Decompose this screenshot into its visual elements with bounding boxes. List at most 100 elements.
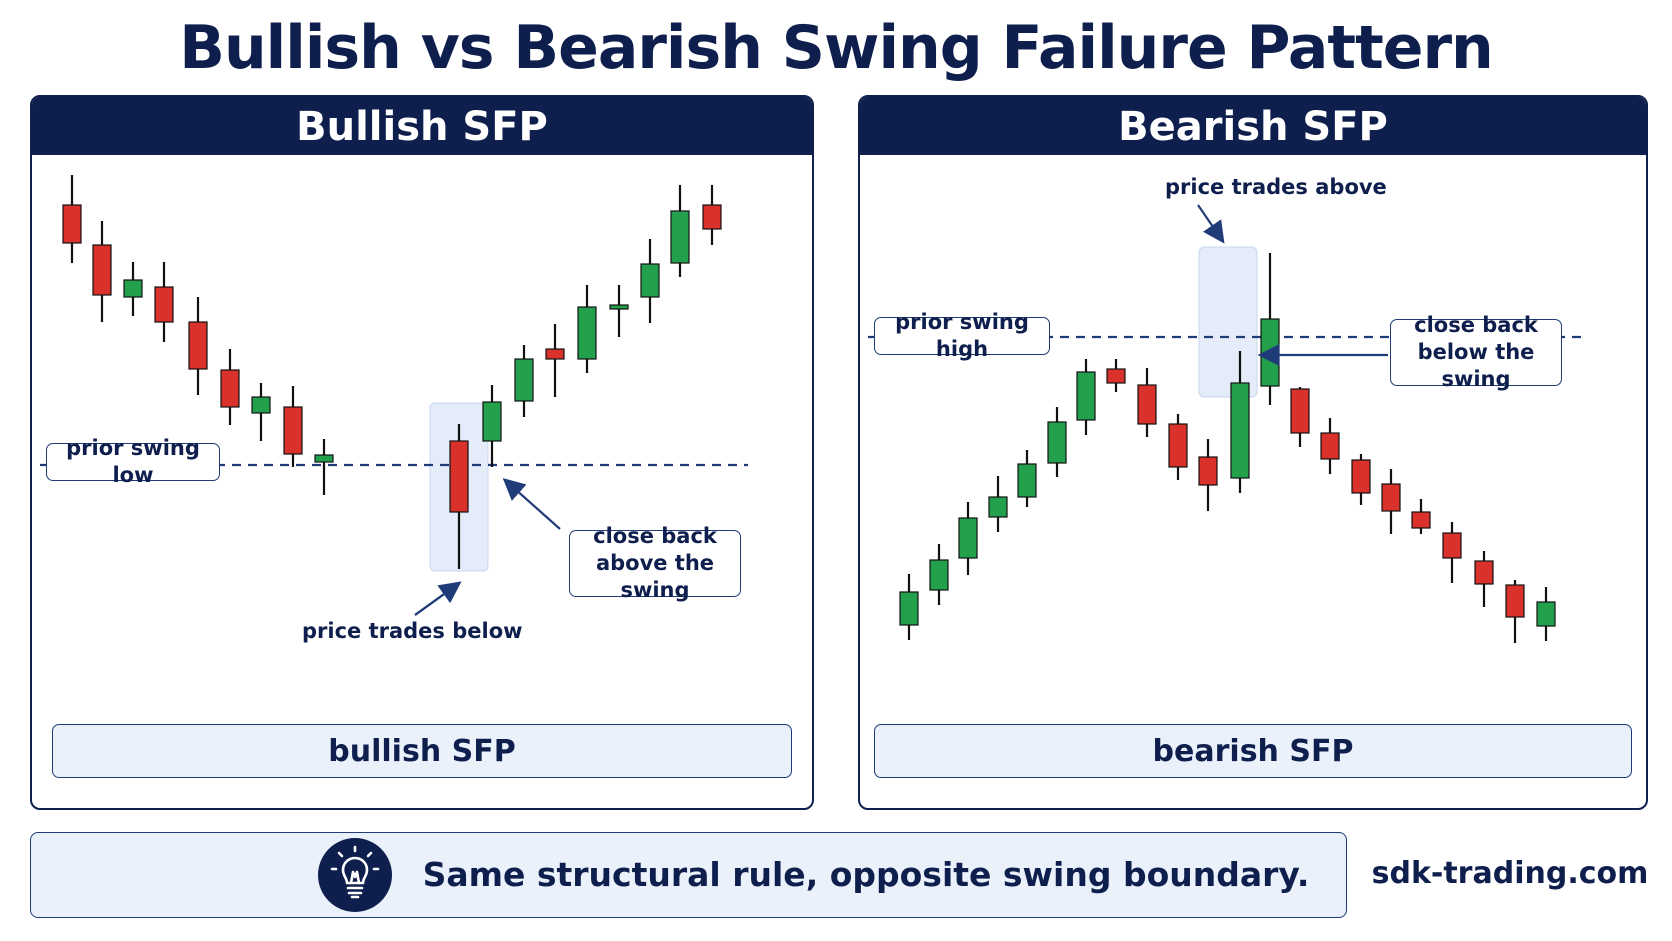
candle [154, 262, 174, 342]
candle-body [220, 369, 240, 408]
candle [220, 349, 240, 425]
candle-body [449, 440, 469, 513]
candle-body [1351, 459, 1371, 494]
candle-body [62, 204, 82, 244]
bearish-footer: bearish SFP [874, 724, 1632, 778]
candle-body [1290, 388, 1310, 434]
candle-body [123, 279, 143, 298]
candle-body [640, 263, 660, 298]
candle [609, 285, 629, 337]
candle [1106, 359, 1126, 392]
candle-body [1137, 384, 1157, 425]
candle-body [577, 306, 597, 360]
lightbulb-icon [318, 838, 392, 912]
candle-body [482, 401, 502, 442]
candle [314, 439, 334, 495]
candle-body [1505, 584, 1525, 618]
candle-body [514, 358, 534, 402]
site-url: sdk-trading.com [1371, 856, 1649, 891]
bullish-chart [40, 175, 748, 616]
candle [988, 476, 1008, 532]
candle-body [988, 496, 1008, 518]
candle-body [1047, 421, 1067, 464]
candle [514, 345, 534, 417]
candle-body [929, 559, 949, 591]
close-back-above-line2: above the swing [595, 551, 715, 602]
wick-arrow [414, 581, 462, 616]
candle [1198, 439, 1218, 511]
main-title: Bullish vs Bearish Swing Failure Pattern [179, 13, 1494, 83]
bearish-panel-header: Bearish SFP [860, 97, 1646, 155]
candle-body [1381, 483, 1401, 512]
candle [1474, 551, 1494, 607]
sfp-highlight-zone [1198, 246, 1258, 398]
bullish-footer: bullish SFP [52, 724, 792, 778]
candle [958, 502, 978, 575]
candle-body [1230, 382, 1250, 479]
summary-bar: Same structural rule, opposite swing bou… [30, 832, 1347, 918]
candle-body [1474, 560, 1494, 585]
candle [123, 262, 143, 316]
candle-body [899, 591, 919, 626]
candle-body [154, 286, 174, 323]
candle [702, 185, 722, 245]
candle [1168, 414, 1188, 480]
candle [1017, 450, 1037, 507]
candle [188, 297, 208, 395]
close-back-below-label: close back below the swing [1390, 313, 1562, 391]
candle [283, 386, 303, 467]
candle-body [188, 321, 208, 370]
close-back-below-line1: close back [1414, 313, 1538, 337]
candle-body [314, 454, 334, 463]
candle-body [1536, 601, 1556, 627]
candle [251, 383, 271, 441]
candle-body [1260, 318, 1280, 387]
candle [670, 185, 690, 277]
candle-body [1017, 463, 1037, 498]
close-back-above-label: close back above the swing [569, 524, 741, 602]
prior-swing-high-label: prior swing high [874, 310, 1050, 361]
summary-text: Same structural rule, opposite swing bou… [422, 855, 1310, 894]
candle [449, 424, 469, 569]
candle [640, 239, 660, 323]
prior-swing-low-label: prior swing low [46, 436, 220, 487]
candle-body [1076, 371, 1096, 421]
candle-body [283, 406, 303, 455]
candle [1290, 387, 1310, 447]
close-back-above-line1: close back [593, 524, 717, 548]
candle [482, 385, 502, 467]
candle [899, 574, 919, 640]
candle-body [1442, 532, 1462, 559]
lightbulb-glyph [330, 845, 380, 899]
candle [1230, 351, 1250, 493]
candle [1381, 469, 1401, 534]
candle-body [251, 396, 271, 414]
candle-body [1411, 511, 1431, 529]
close-back-below-line2: below the swing [1417, 340, 1535, 391]
candle [62, 175, 82, 263]
candle-body [1320, 432, 1340, 460]
candle-body [702, 204, 722, 230]
candle [1442, 522, 1462, 583]
close-back-arrow [502, 478, 561, 530]
candle [1137, 368, 1157, 437]
bearish-panel: Bearish SFP prior swing high close back … [858, 95, 1648, 810]
candle [1047, 407, 1067, 477]
candle-body [670, 210, 690, 264]
bullish-panel: Bullish SFP prior swing low close back a… [30, 95, 814, 810]
candle-body [1198, 456, 1218, 486]
bullish-panel-header: Bullish SFP [32, 97, 812, 155]
candle [1351, 454, 1371, 505]
candle-body [92, 244, 112, 296]
candle-body [1106, 368, 1126, 384]
candle [929, 544, 949, 605]
candle [1260, 253, 1280, 405]
price-trades-below-label: price trades below [302, 619, 523, 643]
candle [1411, 499, 1431, 534]
price-trades-above-label: price trades above [1165, 175, 1387, 199]
candle [1536, 587, 1556, 641]
candle-body [958, 517, 978, 559]
bearish-chart [868, 204, 1584, 643]
candle [1505, 580, 1525, 643]
candle [1320, 418, 1340, 474]
